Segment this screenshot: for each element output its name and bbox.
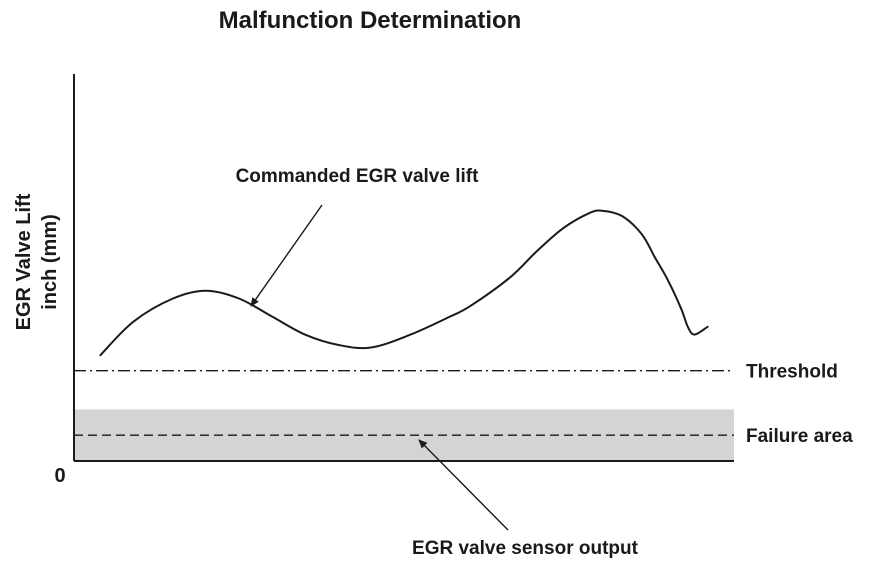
annotation-arrow-commanded <box>250 204 323 307</box>
series-commanded-egr-valve-lift <box>99 209 709 357</box>
threshold-label: Threshold <box>746 362 838 383</box>
chart-title: Malfunction Determination <box>219 7 522 34</box>
y-axis-label-line1: EGR Valve Lift <box>13 193 35 330</box>
annotation-arrow-sensor <box>418 439 509 531</box>
annotation-egr-valve-sensor-output: EGR valve sensor output <box>412 538 639 559</box>
failure-area-label: Failure area <box>746 426 853 447</box>
y-axis-label-line2: inch (mm) <box>39 214 61 310</box>
y-origin-tick-label: 0 <box>54 465 65 487</box>
annotation-commanded-egr-valve-lift: Commanded EGR valve lift <box>236 166 480 187</box>
